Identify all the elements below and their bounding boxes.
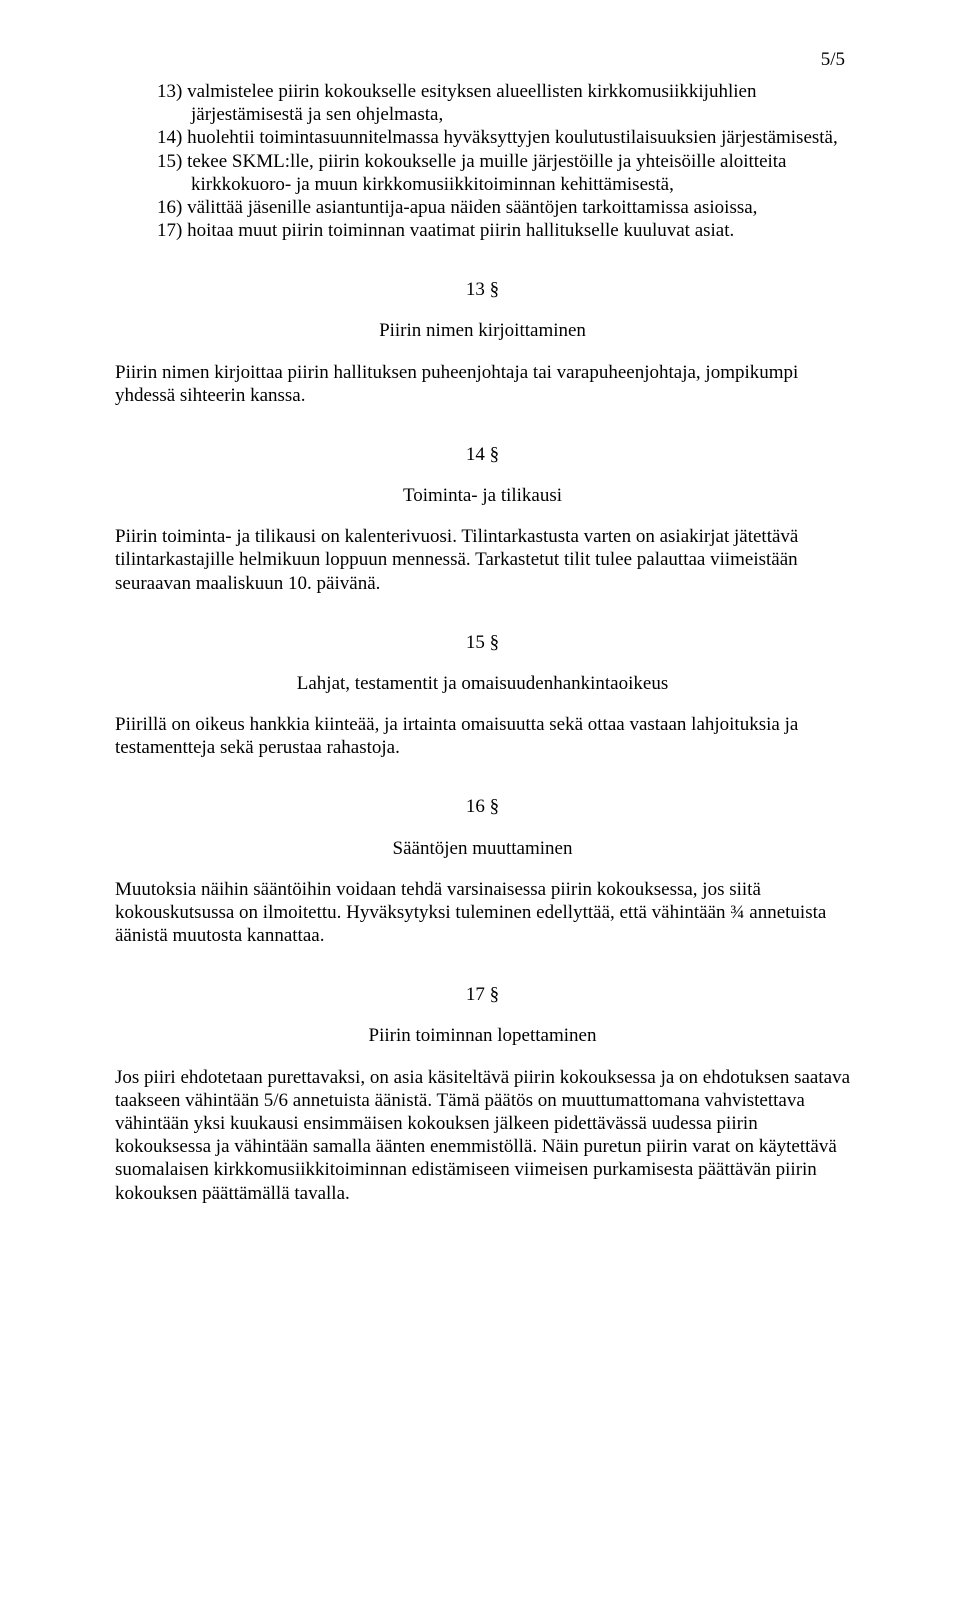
section-title: Piirin nimen kirjoittaminen <box>115 319 850 342</box>
section-title: Sääntöjen muuttaminen <box>115 837 850 860</box>
section-body: Piirin nimen kirjoittaa piirin hallituks… <box>115 361 850 407</box>
section-title: Toiminta- ja tilikausi <box>115 484 850 507</box>
section-number: 16 § <box>115 795 850 818</box>
list-item: 13) valmistelee piirin kokoukselle esity… <box>115 80 850 126</box>
section-title: Lahjat, testamentit ja omaisuudenhankint… <box>115 672 850 695</box>
list-item: 14) huolehtii toimintasuunnitelmassa hyv… <box>115 126 850 149</box>
section-number: 14 § <box>115 443 850 466</box>
section-body: Piirillä on oikeus hankkia kiinteää, ja … <box>115 713 850 759</box>
list-item: 15) tekee SKML:lle, piirin kokoukselle j… <box>115 150 850 196</box>
section-body: Jos piiri ehdotetaan purettavaksi, on as… <box>115 1066 850 1205</box>
document-page: 5/5 13) valmistelee piirin kokoukselle e… <box>0 0 960 1601</box>
page-number: 5/5 <box>821 48 845 71</box>
section-number: 13 § <box>115 278 850 301</box>
list-item: 17) hoitaa muut piirin toiminnan vaatima… <box>115 219 850 242</box>
section-body: Muutoksia näihin sääntöihin voidaan tehd… <box>115 878 850 948</box>
list-item: 16) välittää jäsenille asiantuntija-apua… <box>115 196 850 219</box>
section-title: Piirin toiminnan lopettaminen <box>115 1024 850 1047</box>
section-body: Piirin toiminta- ja tilikausi on kalente… <box>115 525 850 595</box>
numbered-list: 13) valmistelee piirin kokoukselle esity… <box>115 80 850 242</box>
section-number: 15 § <box>115 631 850 654</box>
section-number: 17 § <box>115 983 850 1006</box>
